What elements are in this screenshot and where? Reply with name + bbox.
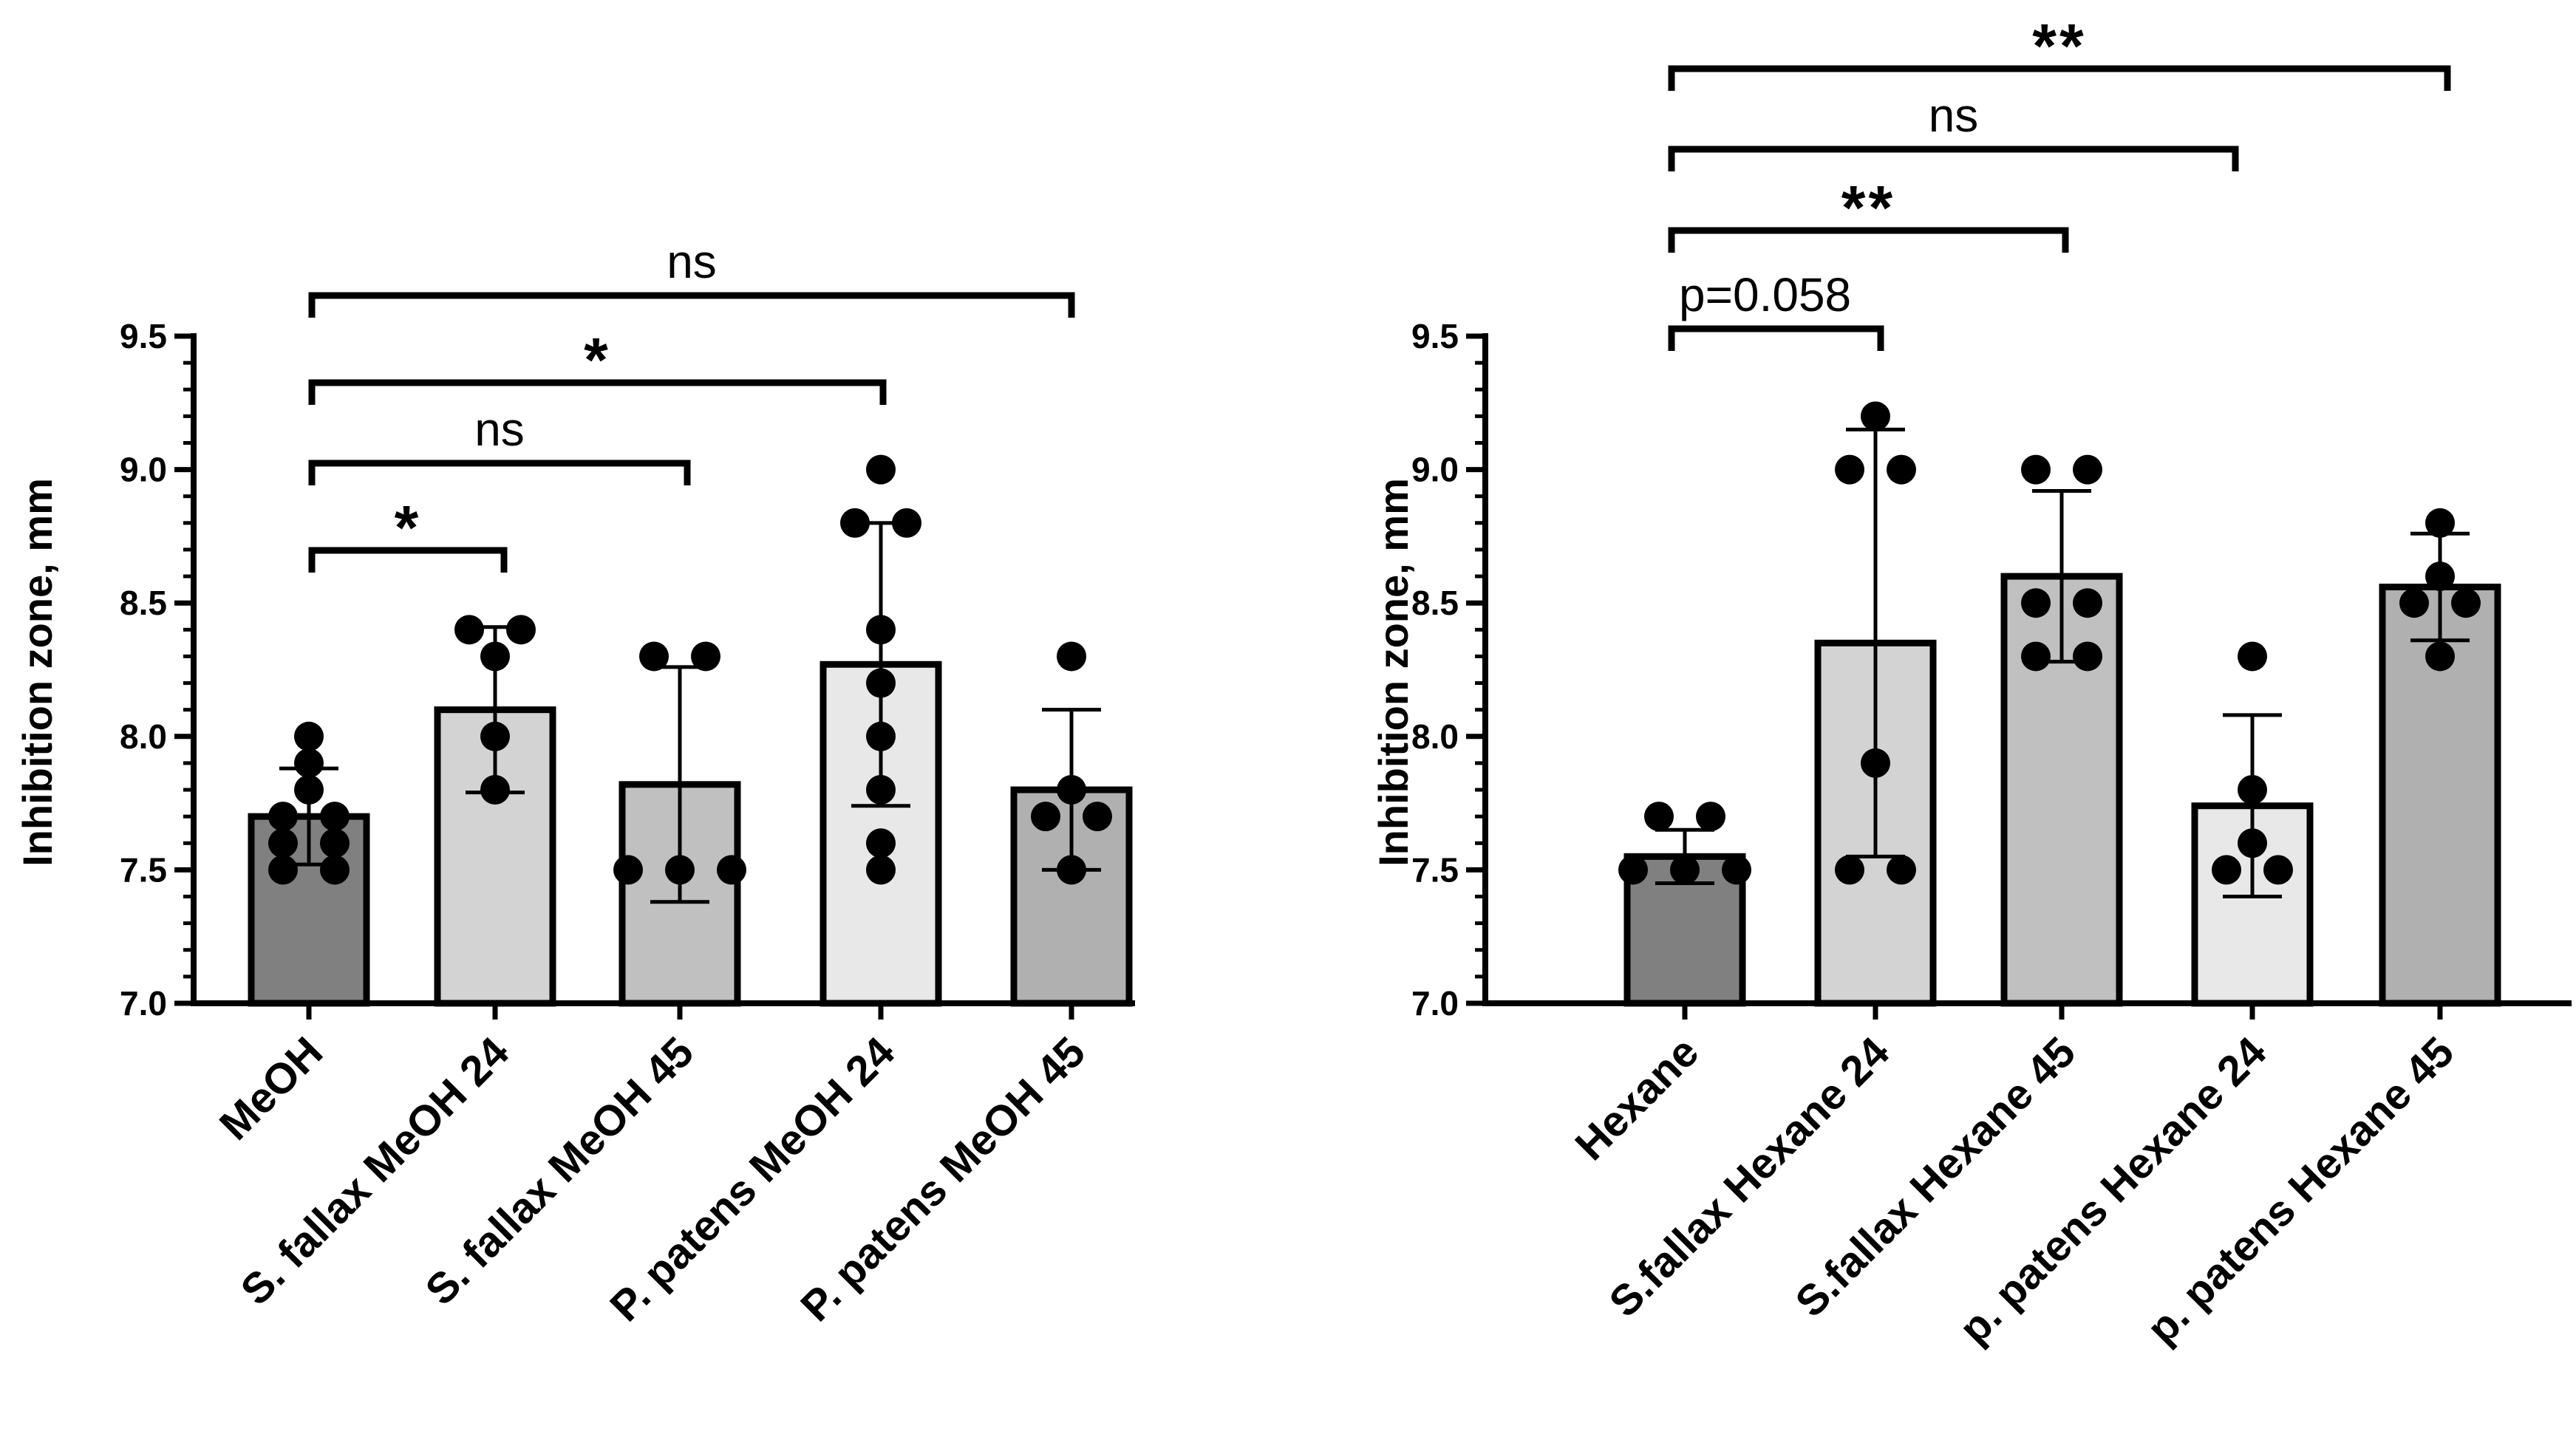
significance-label: ns xyxy=(474,403,525,456)
data-point xyxy=(1722,855,1751,885)
category-label: Hexane xyxy=(1566,1028,1708,1170)
y-tick-label: 9.5 xyxy=(1411,317,1459,355)
data-point xyxy=(665,855,695,885)
data-point xyxy=(480,721,510,751)
data-point xyxy=(2073,588,2102,618)
data-point xyxy=(866,454,896,485)
significance-label: * xyxy=(584,325,611,395)
significance-label: ns xyxy=(667,235,717,288)
data-point xyxy=(294,748,324,778)
data-point xyxy=(2425,508,2455,538)
y-tick-label: 7.0 xyxy=(1411,984,1459,1022)
data-point xyxy=(320,828,350,858)
data-point xyxy=(2399,588,2429,618)
data-point xyxy=(1057,641,1086,672)
data-point xyxy=(866,615,896,645)
data-point xyxy=(268,828,298,858)
y-tick-label: 9.0 xyxy=(1411,451,1459,489)
data-point xyxy=(2073,454,2102,485)
data-point xyxy=(840,508,870,538)
y-tick-label: 8.0 xyxy=(120,717,167,756)
data-point xyxy=(2073,641,2102,672)
y-tick-label: 7.5 xyxy=(1411,850,1459,889)
data-point xyxy=(866,775,896,805)
significance-bracket xyxy=(308,547,508,573)
data-point xyxy=(2451,588,2481,618)
data-point xyxy=(1083,802,1112,832)
data-point xyxy=(320,855,350,885)
y-tick-label: 7.0 xyxy=(120,984,167,1022)
category-label: p. patens Hexane 45 xyxy=(2138,1028,2463,1353)
data-point xyxy=(1031,802,1060,832)
data-point xyxy=(2238,641,2267,672)
data-point xyxy=(866,668,896,698)
significance-bracket xyxy=(308,379,887,405)
data-point xyxy=(1644,802,1674,832)
data-point xyxy=(454,615,484,645)
data-point xyxy=(480,775,510,805)
data-point xyxy=(1861,748,1890,778)
y-axis-label: Inhibition zone, mm xyxy=(14,478,61,867)
y-tick-label: 9.0 xyxy=(120,451,167,489)
significance-label: ns xyxy=(1929,89,1979,142)
y-tick-label: 7.5 xyxy=(120,850,167,889)
significance-bracket xyxy=(1668,325,1884,351)
data-point xyxy=(480,641,510,672)
data-point xyxy=(613,855,643,885)
data-point xyxy=(1670,855,1700,885)
data-point xyxy=(892,508,921,538)
data-point xyxy=(1618,855,1648,885)
data-point xyxy=(866,855,896,885)
significance-label: ** xyxy=(2032,11,2086,81)
data-point xyxy=(294,775,324,805)
category-label: p. patens Hexane 24 xyxy=(1950,1028,2275,1353)
data-point xyxy=(717,855,746,885)
significance-bracket xyxy=(1668,65,2451,91)
data-point xyxy=(2238,775,2267,805)
data-point xyxy=(1835,454,1864,485)
significance-bracket xyxy=(1668,146,2239,171)
data-point xyxy=(866,721,896,751)
y-tick-label: 8.0 xyxy=(1411,717,1459,756)
data-point xyxy=(268,802,298,832)
right-panel-hexane: 7.0 7.5 8.0 8.5 9.0 9.5 Inhibition zone, mm Hex… xyxy=(1370,11,2572,1353)
category-label: MeOH xyxy=(211,1028,332,1149)
data-point xyxy=(1696,802,1725,832)
significance-bracket xyxy=(1668,227,2069,253)
data-point xyxy=(2238,828,2267,858)
left-panel-meoh: 7.0 7.5 8.0 8.5 9.0 9.5 Inhibition zone, mm MeO… xyxy=(14,235,1135,1331)
data-point xyxy=(1861,401,1890,431)
data-point xyxy=(2425,641,2455,672)
data-point xyxy=(2021,454,2051,485)
y-tick-label: 8.5 xyxy=(1411,584,1459,622)
data-point xyxy=(1887,454,1916,485)
data-point xyxy=(320,802,350,832)
data-point xyxy=(2263,855,2293,885)
data-point xyxy=(691,641,720,672)
data-point xyxy=(2425,561,2455,592)
significance-label: p=0.058 xyxy=(1679,268,1851,321)
y-axis-label: Inhibition zone, mm xyxy=(1370,478,1417,867)
data-point xyxy=(2021,641,2051,672)
data-point xyxy=(1057,855,1086,885)
data-point xyxy=(2021,588,2051,618)
data-point xyxy=(1835,855,1864,885)
data-point xyxy=(639,641,669,672)
significance-label: * xyxy=(395,493,422,562)
y-tick-label: 9.5 xyxy=(120,317,167,355)
significance-label: ** xyxy=(1841,173,1895,242)
data-point xyxy=(1057,775,1086,805)
y-tick-label: 8.5 xyxy=(120,584,167,622)
significance-bracket xyxy=(308,460,691,485)
data-point xyxy=(866,828,896,858)
data-point xyxy=(2212,855,2241,885)
data-point xyxy=(506,615,536,645)
data-point xyxy=(1887,855,1916,885)
significance-bracket xyxy=(308,292,1075,318)
data-point xyxy=(268,855,298,885)
data-point xyxy=(294,721,324,751)
